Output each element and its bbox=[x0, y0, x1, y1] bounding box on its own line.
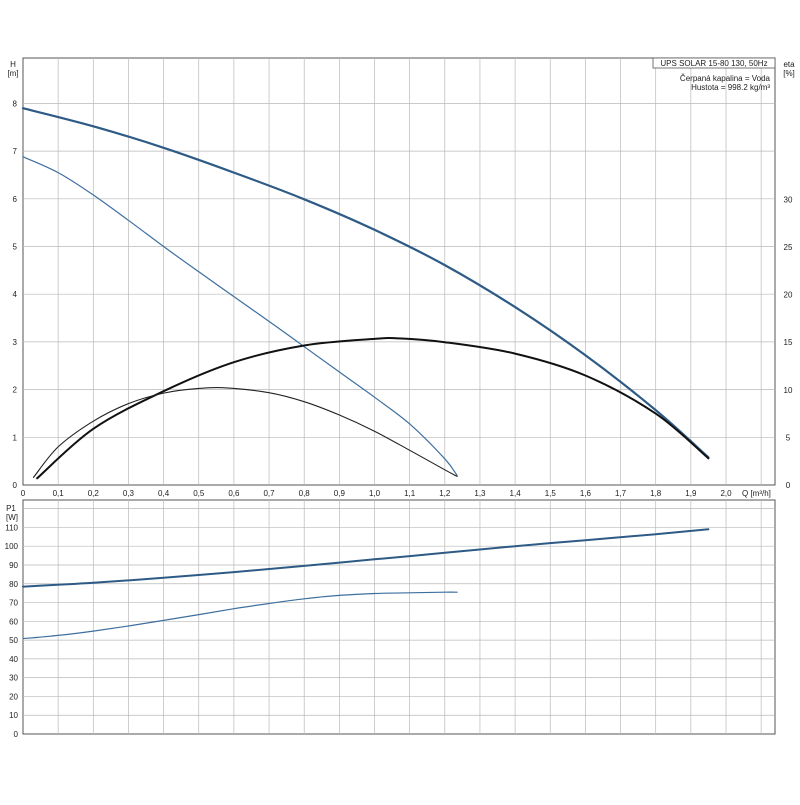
y-left-tick-label: 4 bbox=[13, 290, 18, 299]
y-right-tick-label: 5 bbox=[786, 433, 791, 442]
power-curve-0 bbox=[22, 528, 710, 588]
x-tick-label: 1,9 bbox=[685, 489, 697, 498]
y-power-axis-unit: [W] bbox=[6, 513, 18, 522]
x-tick-label: 0,6 bbox=[228, 489, 240, 498]
y-right-tick-label: 0 bbox=[786, 481, 791, 490]
efficiency-curve-2 bbox=[36, 336, 710, 480]
x-tick-label: 1,6 bbox=[580, 489, 592, 498]
y-power-tick-label: 50 bbox=[9, 636, 18, 645]
y-right-tick-label: 30 bbox=[784, 195, 793, 204]
x-tick-label: 2,0 bbox=[720, 489, 732, 498]
y-right-tick-label: 15 bbox=[784, 338, 793, 347]
y-left-tick-label: 7 bbox=[13, 147, 18, 156]
y-left-tick-label: 2 bbox=[13, 386, 18, 395]
y-power-tick-label: 40 bbox=[9, 655, 18, 664]
x-tick-label: 0,4 bbox=[158, 489, 170, 498]
x-tick-label: 1,5 bbox=[545, 489, 557, 498]
y-right-axis-label: eta bbox=[783, 60, 795, 69]
y-power-tick-label: 90 bbox=[9, 561, 18, 570]
y-power-tick-label: 70 bbox=[9, 599, 18, 608]
x-tick-label: 0,3 bbox=[123, 489, 135, 498]
y-power-tick-label: 110 bbox=[5, 523, 18, 532]
x-axis-label: Q [m³/h] bbox=[742, 489, 771, 498]
y-power-tick-label: 80 bbox=[9, 580, 18, 589]
y-right-tick-label: 10 bbox=[784, 386, 793, 395]
fluid-info-line: Hustota = 998.2 kg/m³ bbox=[691, 83, 770, 92]
x-tick-label: 1,7 bbox=[615, 489, 627, 498]
y-left-tick-label: 6 bbox=[13, 195, 18, 204]
head-curve-1 bbox=[22, 156, 458, 477]
x-tick-label: 0,7 bbox=[263, 489, 275, 498]
y-right-axis-unit: [%] bbox=[783, 69, 795, 78]
power-curve-1 bbox=[22, 591, 458, 640]
y-left-tick-label: 8 bbox=[13, 99, 18, 108]
x-tick-label: 0,1 bbox=[53, 489, 65, 498]
x-tick-label: 1,8 bbox=[650, 489, 662, 498]
x-tick-label: 1,2 bbox=[439, 489, 451, 498]
y-power-tick-label: 20 bbox=[9, 692, 18, 701]
model-title: UPS SOLAR 15-80 130, 50Hz bbox=[660, 59, 767, 68]
y-left-tick-label: 5 bbox=[13, 243, 18, 252]
y-power-tick-label: 10 bbox=[9, 711, 18, 720]
y-left-axis-label: H bbox=[10, 60, 16, 69]
head-curve-0 bbox=[21, 107, 710, 459]
top-panel-frame bbox=[22, 57, 776, 486]
y-right-tick-label: 20 bbox=[784, 291, 793, 300]
y-power-tick-label: 100 bbox=[5, 542, 19, 551]
x-tick-label: 1,1 bbox=[404, 489, 416, 498]
y-power-tick-label: 30 bbox=[9, 674, 18, 683]
fluid-info-line: Čerpaná kapalina = Voda bbox=[680, 74, 771, 83]
x-tick-label: 0,2 bbox=[88, 489, 100, 498]
x-tick-label: 1,3 bbox=[474, 489, 486, 498]
y-power-axis-label: P1 bbox=[6, 504, 16, 513]
y-left-tick-label: 1 bbox=[13, 433, 18, 442]
x-tick-label: 0 bbox=[21, 489, 26, 498]
y-left-tick-label: 3 bbox=[13, 338, 18, 347]
x-tick-label: 0,5 bbox=[193, 489, 205, 498]
efficiency-curve-3 bbox=[32, 386, 458, 478]
x-tick-label: 1,0 bbox=[369, 489, 381, 498]
y-power-tick-label: 60 bbox=[9, 617, 18, 626]
bottom-panel-frame bbox=[22, 499, 776, 735]
y-power-tick-label: 0 bbox=[14, 730, 19, 739]
y-left-axis-unit: [m] bbox=[7, 69, 18, 78]
model-title-box bbox=[652, 57, 776, 69]
y-right-tick-label: 25 bbox=[784, 243, 793, 252]
x-tick-label: 1,4 bbox=[510, 489, 522, 498]
y-left-tick-label: 0 bbox=[13, 481, 18, 490]
x-tick-label: 0,8 bbox=[299, 489, 311, 498]
x-tick-label: 0,9 bbox=[334, 489, 346, 498]
